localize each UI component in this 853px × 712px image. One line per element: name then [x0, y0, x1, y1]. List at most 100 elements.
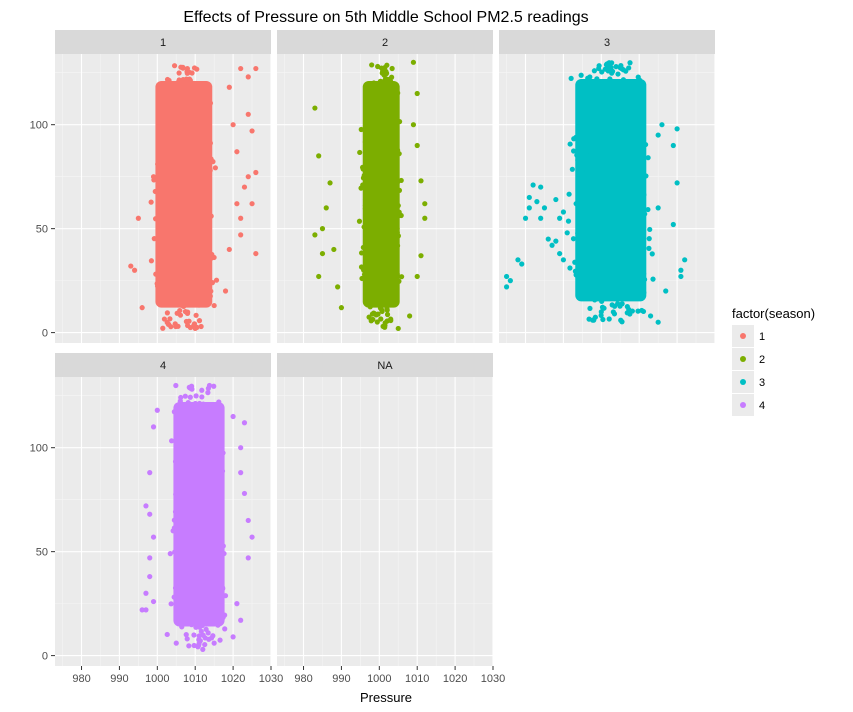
data-point: [226, 246, 232, 253]
data-point: [222, 288, 229, 294]
data-point: [565, 218, 572, 224]
data-point: [378, 316, 384, 322]
data-point: [164, 310, 170, 316]
data-point: [166, 321, 172, 327]
data-point: [617, 303, 623, 309]
data-point: [414, 90, 420, 97]
data-point: [331, 246, 337, 253]
data-point: [586, 316, 592, 322]
data-point: [312, 232, 318, 238]
data-point: [414, 273, 420, 280]
data-point: [356, 218, 363, 224]
facet-strip-label: 4: [160, 360, 166, 372]
data-point: [557, 250, 563, 257]
data-point: [640, 308, 647, 315]
data-point: [245, 74, 251, 80]
data-point: [598, 309, 604, 315]
data-point: [338, 305, 345, 311]
data-point: [569, 166, 575, 172]
data-point: [663, 288, 669, 294]
data-point: [167, 551, 173, 557]
data-point: [178, 64, 184, 70]
data-point: [238, 232, 244, 238]
dense-core: [575, 78, 647, 302]
gridlines: [55, 377, 272, 666]
data-point: [128, 263, 134, 269]
data-point: [611, 311, 618, 317]
data-point: [600, 316, 606, 323]
data-point: [530, 182, 536, 188]
data-point: [678, 267, 684, 273]
x-tick-label: 1020: [221, 673, 245, 685]
data-point: [615, 71, 621, 77]
data-point: [374, 319, 380, 325]
data-point: [545, 236, 551, 242]
data-point: [183, 76, 190, 82]
data-point: [245, 174, 251, 180]
data-point: [217, 637, 223, 643]
data-point: [319, 250, 326, 257]
data-point: [389, 74, 395, 80]
data-point: [422, 215, 428, 221]
data-point: [560, 257, 567, 263]
data-point: [395, 325, 401, 332]
data-point: [570, 236, 577, 242]
data-point: [234, 201, 240, 207]
data-point: [253, 65, 259, 72]
y-tick-label: 0: [42, 651, 48, 663]
x-tick-label: 1010: [183, 673, 207, 685]
data-point: [135, 215, 141, 221]
data-point: [192, 325, 198, 332]
y-tick-label: 100: [30, 443, 48, 455]
data-point: [618, 63, 624, 69]
data-point: [591, 68, 597, 74]
data-point: [549, 242, 555, 248]
data-point: [211, 302, 217, 309]
data-point: [319, 226, 326, 232]
data-point: [627, 60, 633, 66]
data-point: [241, 184, 248, 190]
data-point: [211, 254, 217, 261]
data-point: [564, 230, 570, 236]
data-point: [198, 323, 204, 330]
facet-strip: [277, 30, 493, 54]
data-point: [553, 196, 559, 203]
data-point: [650, 276, 656, 282]
data-point: [541, 205, 548, 211]
data-point: [503, 273, 510, 280]
data-point: [316, 273, 322, 280]
data-point: [670, 221, 676, 228]
data-point: [538, 184, 544, 190]
data-point: [399, 274, 405, 280]
x-tick-label: 1000: [145, 673, 169, 685]
data-point: [226, 84, 232, 90]
data-point: [645, 206, 651, 213]
data-point: [184, 322, 191, 329]
data-point: [568, 75, 574, 81]
series-points-4: [139, 382, 255, 652]
data-point: [383, 70, 390, 76]
data-point: [167, 316, 173, 322]
data-point: [515, 257, 521, 263]
data-point: [187, 394, 193, 400]
data-point: [148, 199, 154, 205]
y-tick-label: 100: [30, 120, 48, 132]
data-point: [173, 323, 179, 330]
data-point: [184, 70, 190, 76]
facet-strip: [55, 30, 271, 54]
data-point: [647, 226, 653, 233]
data-point: [567, 265, 573, 271]
data-point: [234, 149, 240, 155]
data-point: [323, 205, 329, 211]
data-point: [205, 630, 211, 636]
data-point: [422, 201, 428, 207]
data-point: [418, 253, 424, 259]
data-point: [646, 236, 652, 242]
x-tick-label: 1030: [259, 673, 283, 685]
data-point: [245, 111, 251, 117]
data-point: [375, 63, 381, 70]
data-point: [211, 383, 217, 389]
